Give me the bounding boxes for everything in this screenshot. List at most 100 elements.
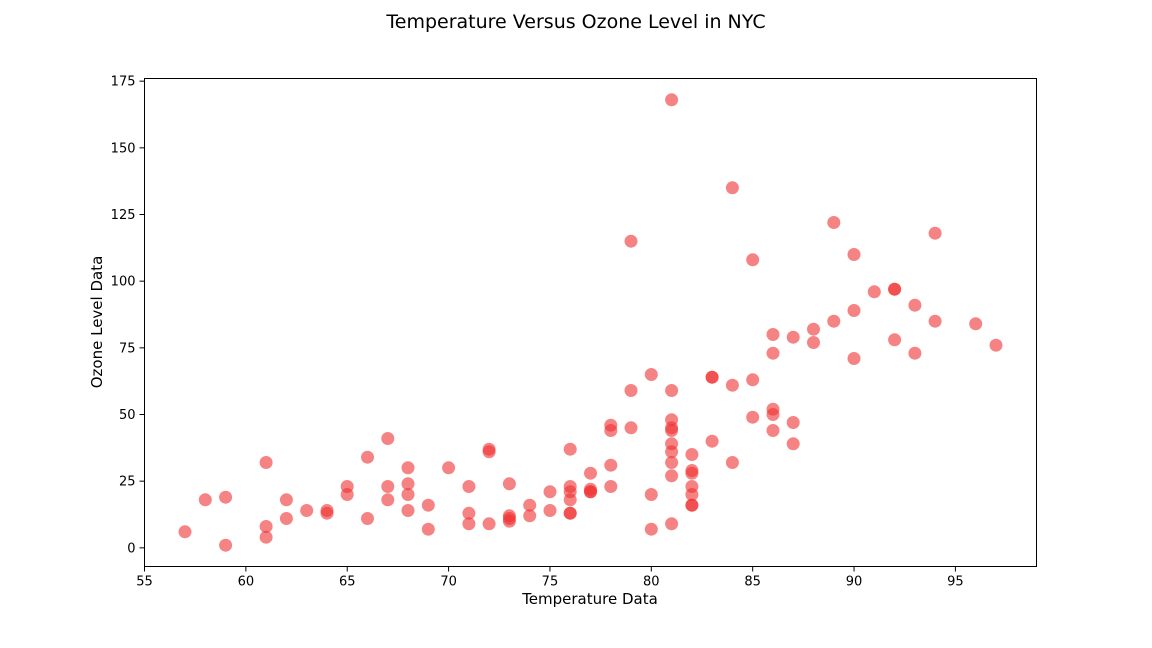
y-tick-label: 175: [111, 75, 136, 90]
scatter-point: [401, 477, 415, 491]
chart-title: Temperature Versus Ozone Level in NYC: [385, 11, 765, 33]
scatter-point: [766, 424, 780, 437]
scatter-point: [401, 461, 415, 475]
scatter-point: [442, 461, 456, 475]
scatter-point: [847, 352, 861, 365]
scatter-point: [867, 285, 881, 299]
scatter-point: [624, 234, 638, 248]
scatter-point: [665, 93, 679, 107]
scatter-point: [340, 488, 354, 501]
x-tick-label: 75: [542, 575, 559, 590]
scatter-point: [421, 498, 435, 512]
scatter-point: [888, 282, 902, 296]
scatter-point: [665, 384, 679, 397]
x-tick-label: 65: [339, 575, 356, 590]
scatter-point: [665, 456, 679, 469]
scatter-point: [685, 498, 699, 512]
scatter-point: [361, 512, 374, 525]
scatter-point: [644, 522, 658, 536]
scatter-point: [928, 314, 942, 328]
plot-area-frame: [144, 78, 1037, 567]
scatter-point: [786, 437, 800, 451]
scatter-point: [462, 517, 476, 531]
scatter-point: [259, 520, 273, 533]
scatter-point: [604, 480, 618, 493]
scatter-point: [888, 333, 902, 347]
scatter-point: [807, 336, 820, 349]
scatter-point: [969, 317, 983, 331]
scatter-point: [502, 477, 516, 491]
scatter-point: [624, 384, 638, 397]
x-tick-label: 80: [643, 575, 660, 590]
y-tick-label: 100: [111, 275, 136, 290]
scatter-point: [381, 493, 395, 507]
scatter-point: [644, 488, 658, 501]
scatter-point: [746, 253, 760, 267]
scatter-point: [766, 408, 780, 421]
x-tick-label: 85: [744, 575, 761, 590]
scatter-point: [482, 517, 496, 531]
x-axis-ticks: 55 60 65 70 75 80 85 90 95: [136, 566, 964, 590]
y-tick-label: 0: [127, 541, 135, 556]
scatter-point: [361, 450, 374, 464]
y-tick-label: 25: [119, 475, 136, 490]
scatter-point: [705, 370, 719, 384]
scatter-point: [401, 504, 415, 517]
scatter-point: [563, 506, 577, 520]
scatter-point: [502, 514, 516, 528]
scatter-point: [219, 538, 233, 552]
scatter-point: [259, 456, 273, 469]
points-layer: [178, 93, 1003, 552]
scatter-point: [543, 504, 557, 517]
scatter-point: [685, 466, 699, 480]
y-tick-label: 50: [119, 408, 136, 423]
scatter-point: [786, 416, 800, 429]
scatter-point: [523, 498, 537, 512]
scatter-point: [908, 298, 922, 312]
scatter-point: [178, 525, 192, 539]
scatter-point: [421, 522, 435, 536]
y-tick-label: 150: [111, 141, 136, 156]
scatter-point: [725, 181, 739, 195]
y-tick-label: 75: [119, 341, 136, 356]
scatter-point: [725, 456, 739, 469]
scatter-point: [563, 493, 577, 507]
scatter-point: [665, 445, 679, 459]
scatter-point: [827, 314, 841, 328]
scatter-point: [604, 458, 618, 472]
x-tick-label: 55: [136, 575, 153, 590]
scatter-point: [644, 368, 658, 381]
y-tick-label: 125: [111, 208, 136, 223]
scatter-point: [807, 322, 820, 336]
scatter-point: [847, 248, 861, 261]
scatter-point: [746, 410, 760, 424]
scatter-point: [381, 480, 395, 493]
scatter-point: [604, 424, 618, 437]
scatter-point: [725, 378, 739, 392]
scatter-point: [219, 490, 233, 504]
scatter-point: [685, 448, 699, 461]
scatter-point: [198, 493, 212, 507]
scatter-point: [827, 216, 841, 229]
x-tick-label: 95: [947, 575, 964, 590]
scatter-point: [786, 330, 800, 344]
x-tick-label: 90: [846, 575, 863, 590]
scatter-point: [259, 530, 273, 544]
scatter-point: [523, 509, 537, 523]
scatter-point: [279, 512, 293, 525]
scatter-point: [746, 373, 760, 387]
scatter-point: [482, 445, 496, 459]
scatter-point: [665, 424, 679, 437]
scatter-point: [584, 466, 597, 480]
scatter-point: [685, 488, 699, 501]
scatter-point: [563, 442, 577, 456]
scatter-point: [543, 485, 557, 499]
scatter-point: [381, 432, 395, 445]
scatter-point: [401, 488, 415, 501]
scatter-point: [766, 328, 780, 341]
scatter-point: [279, 493, 293, 507]
x-tick-label: 60: [238, 575, 255, 590]
scatter-point: [584, 485, 597, 499]
scatter-point: [665, 517, 679, 531]
